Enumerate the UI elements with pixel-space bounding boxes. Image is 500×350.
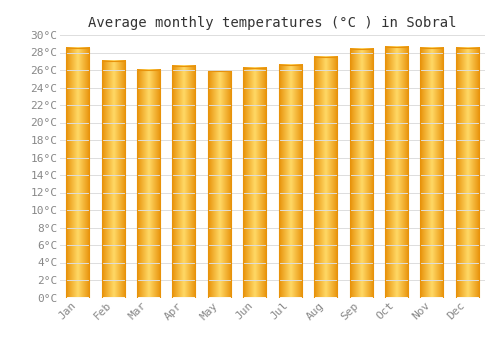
Bar bbox=[420, 48, 444, 298]
Bar bbox=[244, 68, 266, 298]
Bar bbox=[385, 47, 408, 298]
Bar bbox=[172, 66, 196, 297]
Bar bbox=[456, 48, 479, 298]
Bar bbox=[278, 65, 301, 298]
Bar bbox=[314, 57, 337, 298]
Bar bbox=[208, 71, 231, 297]
Title: Average monthly temperatures (°C ) in Sobral: Average monthly temperatures (°C ) in So… bbox=[88, 16, 457, 30]
Bar bbox=[137, 70, 160, 298]
Bar bbox=[66, 48, 89, 298]
Bar bbox=[350, 49, 372, 298]
Bar bbox=[102, 61, 124, 298]
